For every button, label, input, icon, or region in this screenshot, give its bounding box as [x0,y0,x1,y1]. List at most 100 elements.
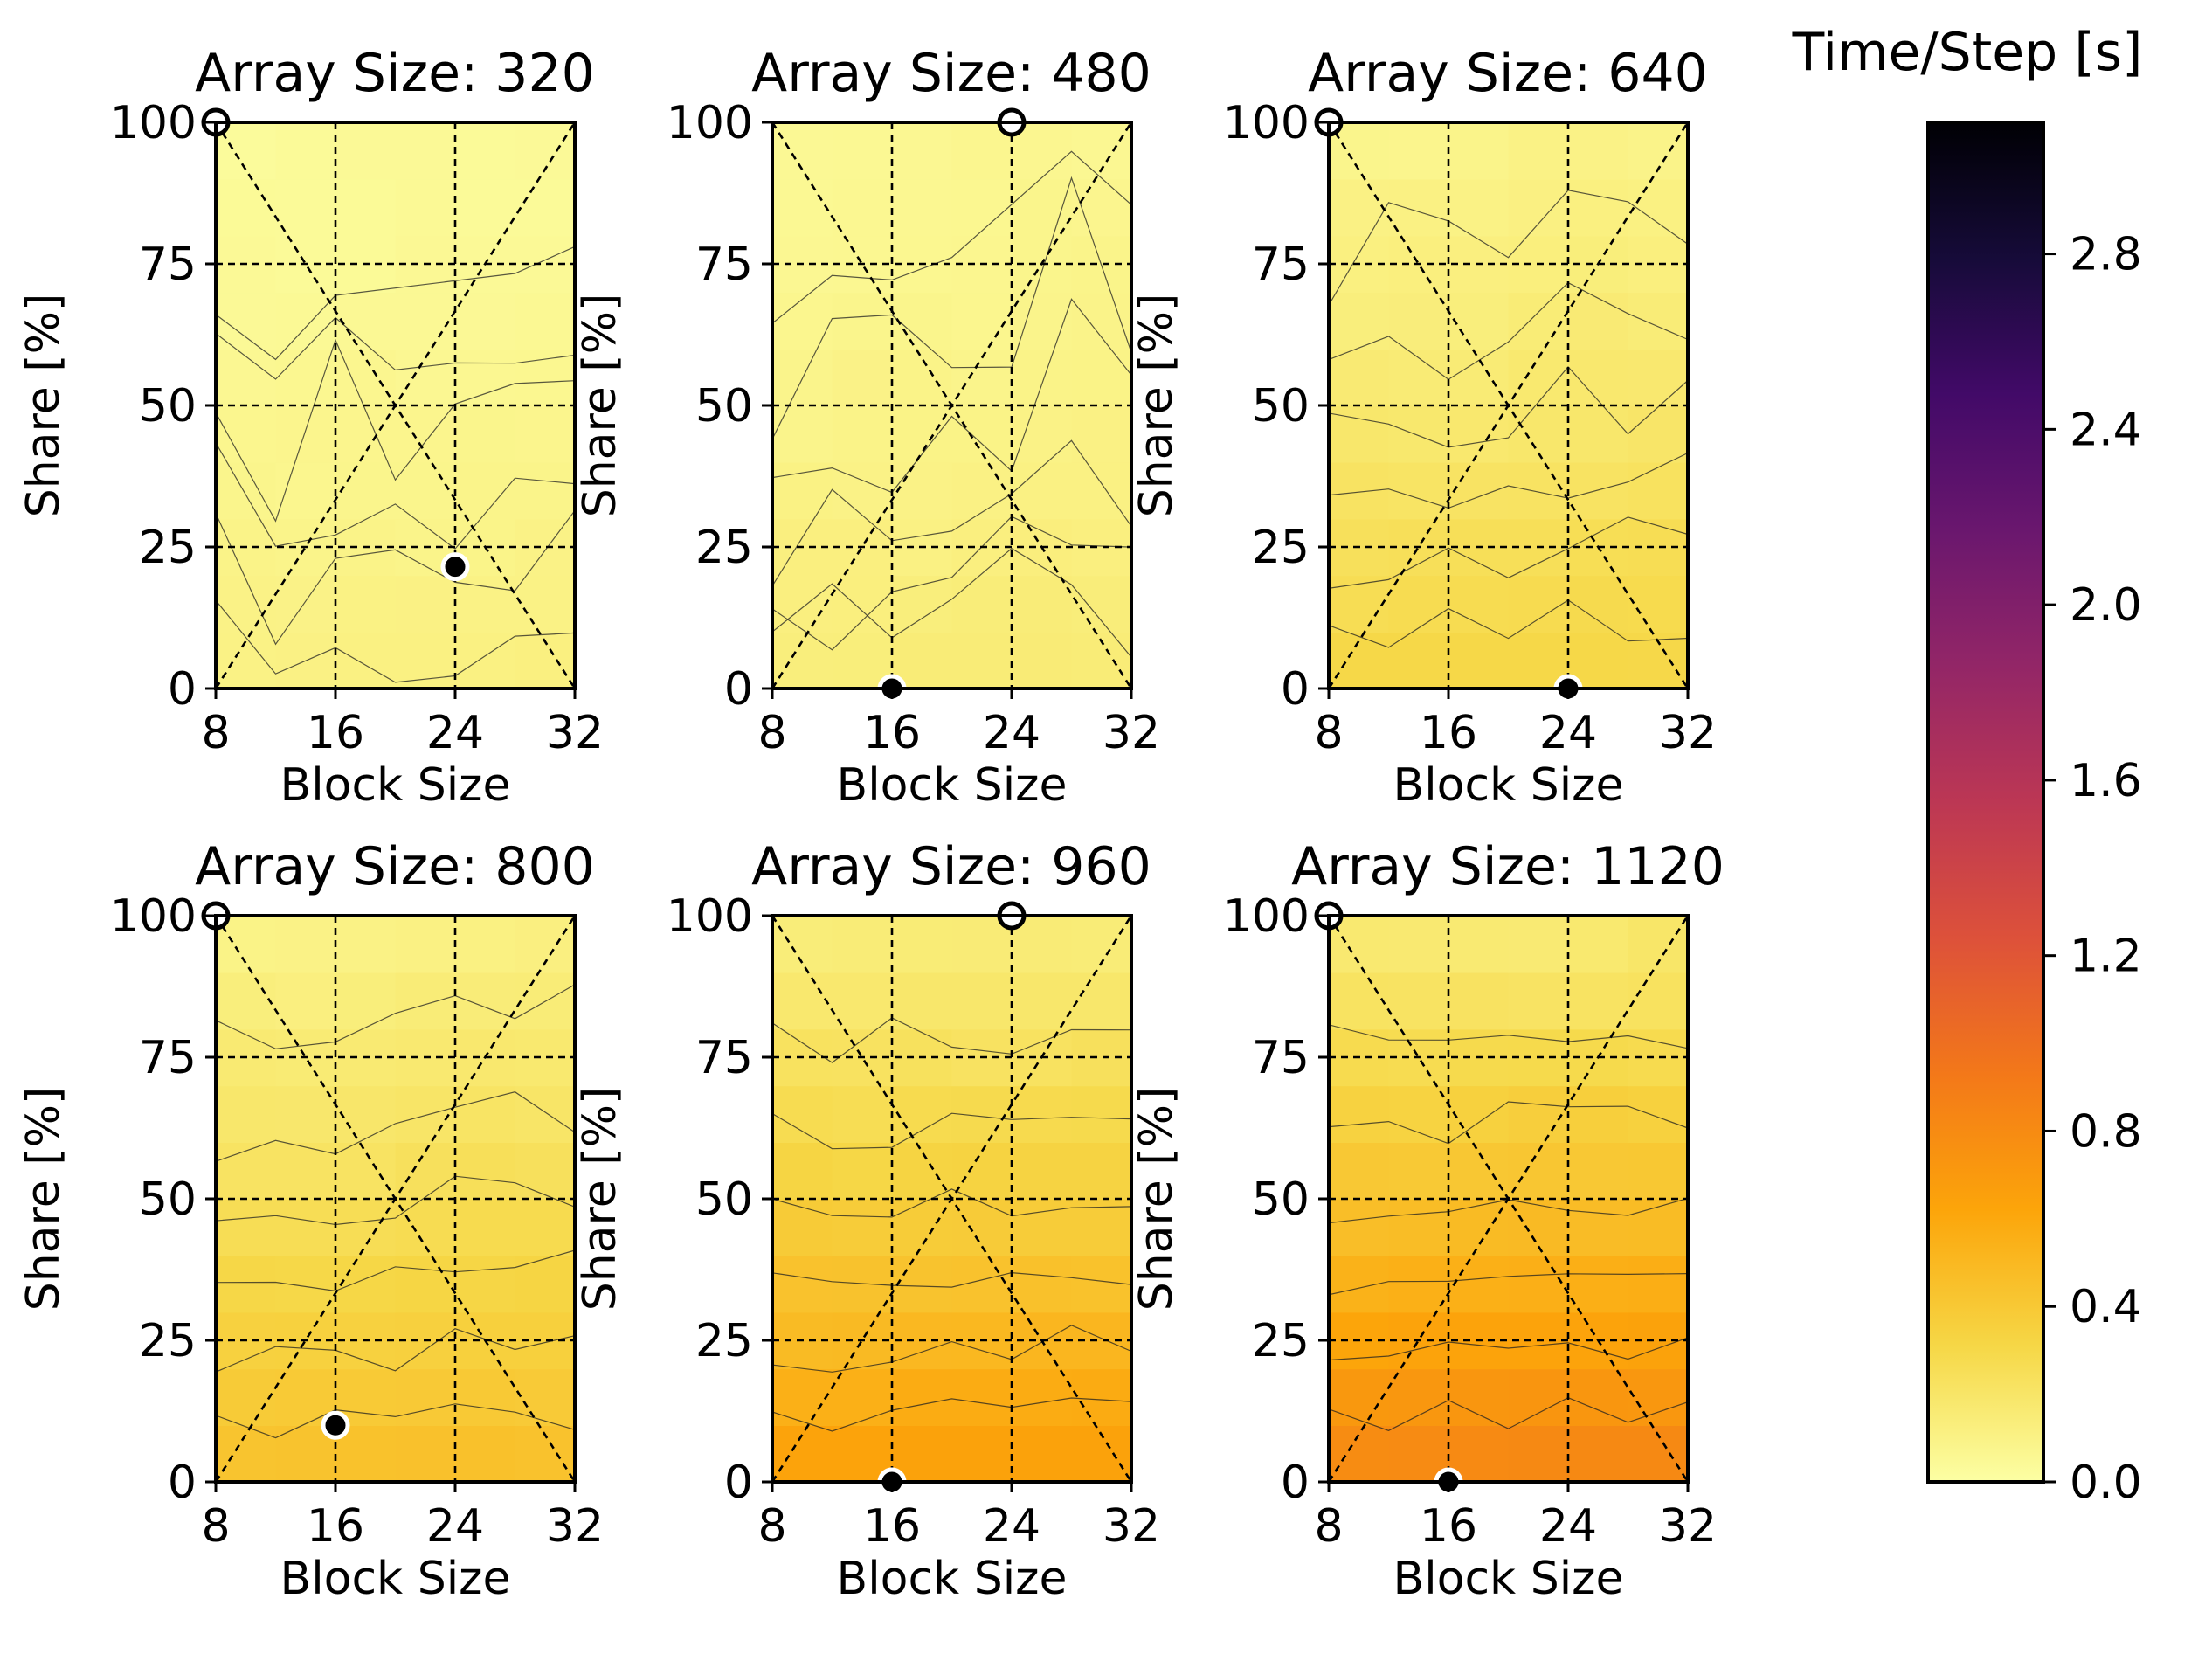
heatmap-cell [395,916,456,973]
heatmap-cell [335,1085,397,1143]
contour-lines [215,984,576,1439]
y-tick-label: 100 [667,890,753,943]
x-tick-label: 24 [426,707,484,759]
heatmap-cell [1508,1368,1569,1426]
heatmap-cell [1388,349,1449,406]
panel-title: Array Size: 960 [751,836,1151,897]
heatmap-cell [515,1368,576,1426]
heatmap-cell [1628,1085,1689,1143]
heatmap-cell [772,632,833,689]
heatmap-cell [832,1255,893,1313]
heatmap-cell [395,178,456,237]
y-tick-label: 25 [695,522,753,574]
heatmap-cell [455,1368,516,1426]
heatmap-cell [1388,972,1449,1030]
heatmap-cell [1071,1142,1132,1200]
contour-line [771,298,1132,494]
heatmap-cell [216,1199,277,1256]
heatmap-cell [832,575,893,633]
x-tick-label: 8 [201,1500,230,1553]
y-tick-label: 50 [1252,1173,1310,1226]
heatmap-cell [216,632,277,689]
contour-line [771,150,1132,324]
contour-lines [771,1017,1132,1432]
heatmap-cell [216,1425,277,1483]
heatmap-cell [832,1085,893,1143]
heatmap-cell [1329,178,1390,237]
heatmap-cell [1329,292,1390,350]
heatmap-cell [1508,575,1569,633]
heatmap-cell [1388,916,1449,973]
heatmap-cell [951,178,1013,237]
contour-line [1328,452,1689,509]
heatmap-cell [275,349,336,406]
y-tick-label: 50 [695,380,753,433]
heatmap-cell [395,1368,456,1426]
heatmap-cell [772,461,833,520]
heatmap-cell [1329,349,1390,406]
heatmap-cell [335,461,397,520]
heatmap-cell [1388,1255,1449,1313]
heatmap-cell [892,1142,953,1200]
y-tick-label: 50 [139,380,197,433]
heatmap-cell [1012,1368,1073,1426]
heatmap-cell [395,575,456,633]
heatmap-cell [275,1199,336,1256]
heatmap-cell [1329,1425,1390,1483]
heatmap-panels: 8 16 24 32 0 25 50 75 100 Block Size Share [%] Arra… [17,43,1725,1605]
contour-line [1328,1273,1689,1296]
heatmap-cell [1508,1142,1569,1200]
contour-line [1328,1337,1689,1361]
heatmap-cell [335,292,397,350]
heatmap-cell [1628,405,1689,463]
heatmap-cell [216,1142,277,1200]
heatmap-cell [1071,405,1132,463]
heatmap-cell [216,349,277,406]
heatmap-cell [335,1199,397,1256]
contour-line [215,1091,576,1162]
heatmap-cell [1568,122,1629,180]
y-axis-label: Share [%] [1130,1087,1183,1311]
heatmap-cell [1448,178,1510,237]
heatmap-cell [832,349,893,406]
heatmap-cell [455,405,516,463]
contour-line [771,1017,1132,1063]
x-axis-label: Block Size [280,759,511,812]
heatmap-cell [1388,1142,1449,1200]
heatmap-cell [216,1368,277,1426]
heatmap-cell [1448,1199,1510,1256]
panel: 8 16 24 32 0 25 50 75 100 Block Size Share [%] Arra… [1130,836,1725,1605]
heatmap-cell [216,461,277,520]
contour-line [215,1403,576,1439]
heatmap-cell [1388,1368,1449,1426]
contour-line [771,1112,1132,1150]
panel-title: Array Size: 800 [195,836,595,897]
heatmap-cell [455,122,516,180]
contour-line [1328,516,1689,589]
heatmap-cell [395,632,456,689]
x-tick-label: 8 [757,1500,786,1553]
dashed-grid [1327,121,1690,689]
heatmap-cell [951,972,1013,1030]
heatmap-cell [772,405,833,463]
heatmap-cell [892,461,953,520]
heatmap-cell [1329,632,1390,689]
heatmap-cell [1448,461,1510,520]
heatmap-cell [892,1368,953,1426]
contour-lines [215,246,576,683]
dashed-grid [771,915,1133,1483]
heatmap-cell [1448,122,1510,180]
heatmap-cell [1628,1368,1689,1426]
heatmap-cell [275,292,336,350]
y-tick-label: 25 [695,1315,753,1367]
heatmap-cell [1388,178,1449,237]
heatmap-cell [1388,1199,1449,1256]
y-tick-label: 100 [1223,890,1310,943]
heatmap-cell [832,122,893,180]
heatmap-cell [832,405,893,463]
contour-line [1328,190,1689,306]
heatmap-cell [1508,178,1569,237]
heatmap-cell [1329,461,1390,520]
heatmap-cell [275,178,336,237]
